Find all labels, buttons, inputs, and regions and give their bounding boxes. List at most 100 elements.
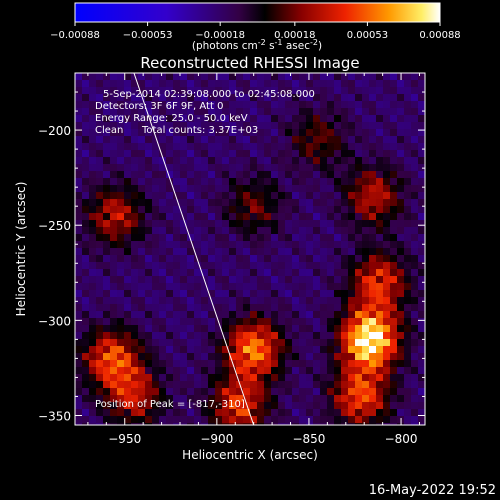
heatmap-cell [194, 241, 202, 249]
heatmap-cell [264, 409, 272, 417]
heatmap-cell [306, 150, 314, 158]
heatmap-cell [390, 206, 398, 214]
heatmap-cell [264, 248, 272, 256]
heatmap-cell [327, 388, 335, 396]
heatmap-cell [145, 108, 153, 116]
heatmap-cell [96, 346, 104, 354]
heatmap-cell [138, 171, 146, 179]
heatmap-cell [390, 374, 398, 382]
heatmap-cell [173, 80, 181, 88]
heatmap-cell [369, 290, 377, 298]
heatmap-cell [418, 150, 425, 158]
heatmap-cell [348, 241, 356, 249]
heatmap-cell [89, 339, 97, 347]
heatmap-cell [201, 94, 209, 102]
heatmap-cell [264, 332, 272, 340]
heatmap-cell [285, 353, 293, 361]
heatmap-cell [166, 416, 174, 424]
heatmap-cell [411, 318, 419, 326]
heatmap-cell [362, 346, 370, 354]
heatmap-cell [173, 234, 181, 242]
heatmap-cell [124, 234, 132, 242]
heatmap-cell [159, 402, 167, 410]
heatmap-cell [103, 409, 111, 417]
heatmap-cell [257, 360, 265, 368]
heatmap-cell [173, 297, 181, 305]
heatmap-cell [124, 227, 132, 235]
heatmap-cell [96, 143, 104, 151]
heatmap-cell [411, 136, 419, 144]
heatmap-cell [411, 381, 419, 389]
heatmap-cell [215, 416, 223, 424]
heatmap-cell [320, 80, 328, 88]
heatmap-cell [103, 213, 111, 221]
heatmap-cell [173, 122, 181, 130]
heatmap-cell [215, 164, 223, 172]
heatmap-cell [292, 255, 300, 263]
heatmap-cell [243, 213, 251, 221]
heatmap-cell [138, 143, 146, 151]
heatmap-cell [404, 108, 412, 116]
heatmap-cell [285, 402, 293, 410]
heatmap-cell [278, 213, 286, 221]
heatmap-cell [229, 87, 237, 95]
heatmap-cell [131, 325, 139, 333]
heatmap-cell [82, 129, 90, 137]
heatmap-cell [180, 129, 188, 137]
heatmap-cell [187, 269, 195, 277]
heatmap-cell [236, 227, 244, 235]
heatmap-cell [243, 227, 251, 235]
heatmap-cell [194, 213, 202, 221]
heatmap-cell [299, 241, 307, 249]
heatmap-cell [215, 234, 223, 242]
heatmap-cell [222, 101, 230, 109]
heatmap-cell [278, 423, 286, 425]
heatmap-cell [334, 262, 342, 270]
heatmap-cell [355, 325, 363, 333]
heatmap-cell [124, 423, 132, 425]
heatmap-cell [145, 115, 153, 123]
heatmap-cell [159, 157, 167, 165]
heatmap-cell [264, 206, 272, 214]
heatmap-cell [369, 332, 377, 340]
heatmap-cell [418, 108, 425, 116]
heatmap-cell [418, 409, 425, 417]
heatmap-cell [159, 353, 167, 361]
heatmap-cell [418, 157, 425, 165]
heatmap-cell [138, 402, 146, 410]
heatmap-cell [383, 381, 391, 389]
heatmap-cell [187, 80, 195, 88]
heatmap-cell [75, 423, 83, 425]
heatmap-cell [250, 164, 258, 172]
heatmap-cell [236, 185, 244, 193]
heatmap-cell [250, 171, 258, 179]
heatmap-cell [278, 304, 286, 312]
heatmap-cell [194, 234, 202, 242]
heatmap-cell [180, 206, 188, 214]
heatmap-cell [348, 402, 356, 410]
heatmap-cell [369, 220, 377, 228]
heatmap-cell [82, 283, 90, 291]
heatmap-cell [264, 80, 272, 88]
heatmap-cell [236, 150, 244, 158]
heatmap-cell [208, 185, 216, 193]
heatmap-cell [131, 353, 139, 361]
heatmap-cell [320, 269, 328, 277]
heatmap-cell [166, 206, 174, 214]
heatmap-cell [187, 227, 195, 235]
heatmap-cell [327, 157, 335, 165]
heatmap-cell [285, 164, 293, 172]
heatmap-cell [362, 297, 370, 305]
heatmap-cell [89, 276, 97, 284]
heatmap-cell [236, 304, 244, 312]
heatmap-cell [152, 311, 160, 319]
heatmap-cell [215, 178, 223, 186]
heatmap-cell [96, 311, 104, 319]
heatmap-cell [159, 185, 167, 193]
heatmap-cell [131, 234, 139, 242]
heatmap-cell [96, 297, 104, 305]
heatmap-cell [278, 157, 286, 165]
heatmap-cell [334, 129, 342, 137]
heatmap-cell [278, 150, 286, 158]
heatmap-cell [117, 269, 125, 277]
